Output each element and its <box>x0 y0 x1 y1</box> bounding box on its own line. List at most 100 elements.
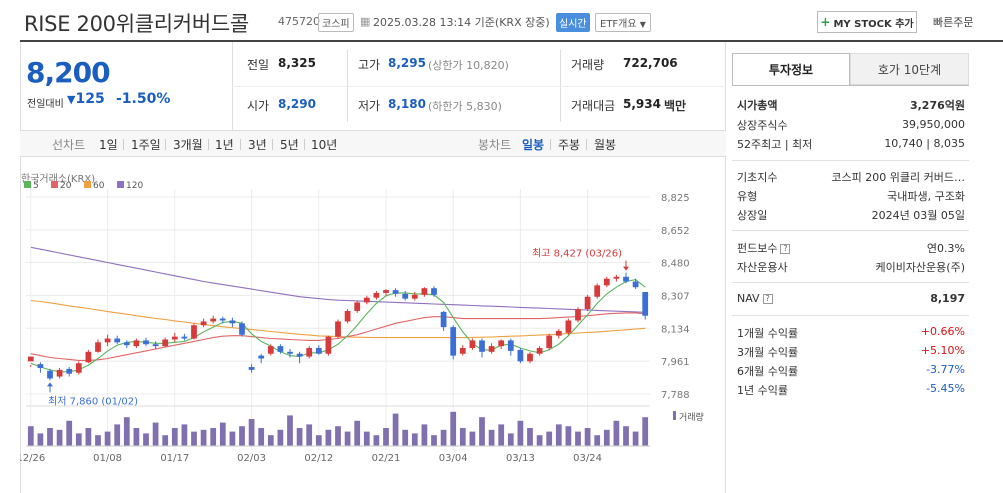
period-3m[interactable]: 3개월 <box>173 138 203 152</box>
calendar-icon: ▦ <box>360 15 371 28</box>
y-tick-label: 8,825 <box>661 193 690 204</box>
candle-weekly[interactable]: 주봉 <box>558 138 581 152</box>
week52-label: 52주최고 | 최저 <box>737 138 813 151</box>
x-tick-label: 01/08 <box>93 453 122 464</box>
low-value: 8,180 <box>388 97 426 111</box>
candle-body <box>613 276 620 279</box>
volume-bar <box>258 428 265 446</box>
candle-body <box>459 348 466 354</box>
period-1d[interactable]: 1일 <box>99 138 118 152</box>
period-1y[interactable]: 1년 <box>215 138 234 152</box>
volume-bar <box>114 424 121 446</box>
divider <box>304 139 305 150</box>
period-3y[interactable]: 3년 <box>248 138 267 152</box>
header-divider <box>20 40 1003 42</box>
period-10y[interactable]: 10년 <box>311 138 338 152</box>
return-1y-label: 1년 수익률 <box>737 384 788 397</box>
candle-monthly[interactable]: 월봉 <box>594 138 617 152</box>
volume-bar <box>37 433 44 446</box>
x-tick-label: 12/26 <box>20 453 45 464</box>
volume-bar <box>459 428 466 446</box>
candle-body <box>402 293 409 299</box>
y-tick-label: 8,307 <box>661 291 690 302</box>
x-tick-label: 01/17 <box>160 453 189 464</box>
upper-limit: (상한가 10,820) <box>428 59 509 72</box>
candle-body <box>47 370 53 379</box>
price-chart[interactable]: 5 20 60 120 8,825 8,652 8,480 8,307 8,134 7,961 7,… <box>20 178 726 493</box>
high-annotation: 최고 8,427 (03/26) <box>532 248 622 260</box>
help-icon[interactable]: ? <box>762 294 773 304</box>
candle-body <box>104 338 111 343</box>
help-icon[interactable]: ? <box>780 244 791 254</box>
price-change: ▼125 <box>67 91 105 107</box>
candle-body <box>623 276 629 282</box>
volume-bar <box>315 435 322 446</box>
volume-bar <box>200 429 207 446</box>
volume-bar <box>335 426 341 446</box>
candle-body <box>517 349 524 362</box>
etf-overview-dropdown[interactable]: ETF개요 ▼ <box>595 13 651 32</box>
legend-swatch <box>24 181 31 188</box>
candle-daily[interactable]: 일봉 <box>522 138 545 152</box>
realtime-badge[interactable]: 실시간 <box>556 13 590 32</box>
candle-body <box>507 340 514 351</box>
change-label: 전일대비 <box>27 99 64 110</box>
low-arrow-head <box>47 382 53 387</box>
volume-bar <box>373 435 380 446</box>
divider <box>123 139 124 150</box>
candle-body <box>239 323 245 335</box>
volume-bar <box>191 431 197 446</box>
candle-body <box>277 346 284 352</box>
period-1w[interactable]: 1주일 <box>131 138 161 152</box>
candle-body <box>296 353 303 357</box>
candle-body <box>248 367 255 370</box>
fee-label-text: 펀드보수 <box>737 242 778 255</box>
line-chart-tab[interactable]: 선차트 <box>52 138 86 152</box>
candle-body <box>450 327 457 356</box>
candle-body <box>335 321 341 337</box>
candle-body <box>210 318 217 322</box>
divider <box>550 139 551 150</box>
manager-label: 자산운용사 <box>737 261 788 274</box>
amount-value: 5,934 <box>623 97 661 111</box>
candle-body <box>527 353 533 362</box>
market-badge: 코스피 <box>318 13 354 32</box>
volume-bar <box>123 417 130 446</box>
period-5y[interactable]: 5년 <box>280 138 299 152</box>
divider <box>165 139 166 150</box>
tab-order-book[interactable]: 호가 10단계 <box>850 53 969 85</box>
amount-label: 거래대금 <box>571 99 616 113</box>
volume-bar <box>47 428 53 446</box>
chart-source: 한국거래소(KRX) <box>21 174 96 185</box>
divider <box>208 139 209 150</box>
volume-bar <box>594 435 601 446</box>
candle-body <box>162 339 169 347</box>
amount-unit: 백만 <box>664 99 687 113</box>
down-arrow-icon: ▼ <box>67 93 76 106</box>
stock-title: RISE 200위클리커버드콜 <box>24 12 249 36</box>
return-6m-label: 6개월 수익률 <box>737 365 799 378</box>
tab-investment-info[interactable]: 투자정보 <box>732 53 850 85</box>
volume-bar <box>133 428 140 446</box>
candle-body <box>584 296 591 310</box>
candle-body <box>181 336 188 339</box>
quick-order-button[interactable]: 빠른주문 <box>933 16 974 29</box>
volume-bar <box>613 420 620 446</box>
candle-body <box>383 290 389 293</box>
candle-chart-tab[interactable]: 봉차트 <box>478 138 512 152</box>
candle-body <box>95 342 101 352</box>
add-mystock-button[interactable]: + MY STOCK 추가 <box>817 11 917 33</box>
market-cap-label: 시가총액 <box>737 99 778 112</box>
volume-bar <box>27 426 34 446</box>
shares-value: 39,950,000 <box>902 118 965 131</box>
candle-body <box>603 278 610 286</box>
volume-bar <box>623 426 629 446</box>
candle-body <box>66 368 73 374</box>
volume-legend-label: 거래량 <box>679 411 704 423</box>
candle-body <box>200 321 207 326</box>
volume-bar <box>565 426 572 446</box>
high-arrow-head <box>623 266 629 271</box>
candle-body <box>152 344 159 347</box>
volume-bar <box>143 433 149 446</box>
x-tick-label: 02/12 <box>304 453 333 464</box>
